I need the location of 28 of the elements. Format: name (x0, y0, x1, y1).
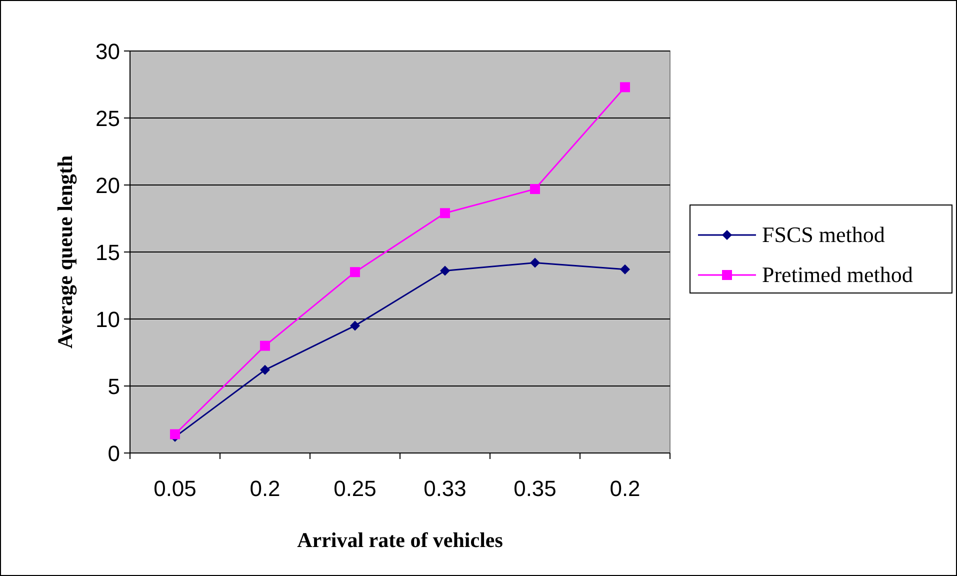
point (440, 266, 450, 276)
y-tick-label: 5 (108, 374, 120, 399)
x-axis-title: Arrival rate of vehicles (297, 528, 503, 552)
y-tick-label: 30 (96, 39, 120, 64)
x-tick-label: 0.2 (610, 476, 640, 501)
point (620, 82, 630, 92)
x-tick-label: 0.33 (424, 476, 466, 501)
x-tick-label: 0.25 (334, 476, 376, 501)
point (620, 264, 630, 274)
y-tick-label: 15 (96, 240, 120, 265)
y-tick-label: 20 (96, 173, 120, 198)
point (170, 429, 180, 440)
point (260, 364, 270, 375)
point (350, 320, 360, 331)
point (440, 208, 450, 218)
point (530, 258, 540, 268)
point (350, 267, 360, 278)
x-tick-label: 0.2 (250, 476, 280, 501)
legend-label: FSCS method (762, 222, 885, 247)
y-tick-label: 10 (96, 307, 120, 332)
legend-label: Pretimed method (762, 262, 913, 287)
x-tick-label: 0.05 (154, 476, 196, 501)
y-tick-label: 0 (108, 441, 120, 466)
point (260, 340, 270, 351)
x-tick-label: 0.35 (514, 476, 556, 501)
y-axis-title: Average queue length (53, 155, 77, 349)
y-tick-label: 25 (96, 106, 120, 131)
point (530, 184, 540, 194)
